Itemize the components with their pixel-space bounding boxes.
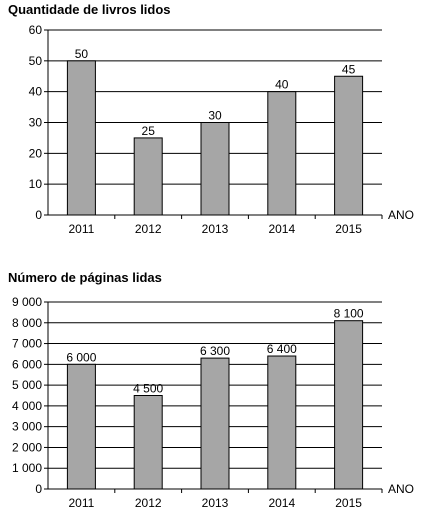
books-read-chart: Quantidade de livros lidos 0 10 20 30 40 50 60… [0, 0, 433, 250]
y-tick-label: 0 [35, 482, 42, 496]
x-axis-label: ANO [388, 482, 414, 496]
pages-read-plot: 0 1 000 2 000 3 000 4 000 5 000 6 000 7 000 8 00… [12, 295, 414, 510]
y-tick-label: 40 [29, 85, 43, 99]
x-tick-label: 2012 [135, 222, 162, 236]
x-tick-label: 2014 [268, 222, 295, 236]
y-tick-label: 10 [29, 177, 43, 191]
x-tick-label: 2013 [202, 496, 229, 510]
y-tick-label: 5 000 [12, 378, 42, 392]
books-read-plot: 0 10 20 30 40 50 60 50 2011 25 2012 30 2013 40 2014 45 2… [29, 23, 414, 236]
bar-2013 [200, 122, 230, 216]
bar-2015 [334, 75, 364, 216]
data-label: 4 500 [133, 382, 163, 396]
chart-title: Quantidade de livros lidos [8, 2, 171, 17]
data-label: 25 [142, 124, 156, 138]
bar-2012 [133, 395, 163, 490]
bar-2014 [267, 91, 297, 216]
data-label: 50 [75, 47, 89, 61]
y-tick-label: 9 000 [12, 295, 42, 309]
x-tick-label: 2012 [135, 496, 162, 510]
y-tick-label: 30 [29, 116, 43, 130]
chart-title: Número de páginas lidas [8, 270, 162, 285]
y-tick-label: 8 000 [12, 316, 42, 330]
y-tick-label: 7 000 [12, 337, 42, 351]
y-tick-label: 6 000 [12, 357, 42, 371]
data-label: 45 [342, 62, 356, 76]
y-tick-label: 20 [29, 146, 43, 160]
data-label: 8 100 [334, 307, 364, 321]
y-tick-label: 60 [29, 23, 43, 37]
bar-2011 [66, 363, 96, 490]
y-tick-label: 2 000 [12, 440, 42, 454]
y-tick-label: 3 000 [12, 420, 42, 434]
bar-2014 [267, 355, 297, 490]
x-tick-label: 2011 [68, 222, 94, 236]
data-label: 40 [275, 78, 289, 92]
bar-2013 [200, 357, 230, 490]
data-label: 6 000 [66, 350, 96, 364]
bar-2015 [334, 320, 364, 490]
x-axis-label: ANO [388, 208, 414, 222]
bar-2011 [66, 60, 96, 216]
data-label: 6 400 [267, 342, 297, 356]
x-tick-label: 2015 [335, 222, 362, 236]
x-tick-label: 2013 [202, 222, 229, 236]
x-tick-label: 2011 [68, 496, 94, 510]
pages-read-chart: Número de páginas lidas 0 1 000 2 000 3 000… [0, 268, 433, 512]
x-tick-label: 2014 [268, 496, 295, 510]
bar-2012 [133, 137, 163, 216]
y-tick-label: 50 [29, 54, 43, 68]
y-tick-label: 4 000 [12, 399, 42, 413]
data-label: 30 [208, 109, 222, 123]
x-tick-label: 2015 [335, 496, 362, 510]
y-tick-label: 0 [35, 208, 42, 222]
y-tick-label: 1 000 [12, 461, 42, 475]
data-label: 6 300 [200, 344, 230, 358]
